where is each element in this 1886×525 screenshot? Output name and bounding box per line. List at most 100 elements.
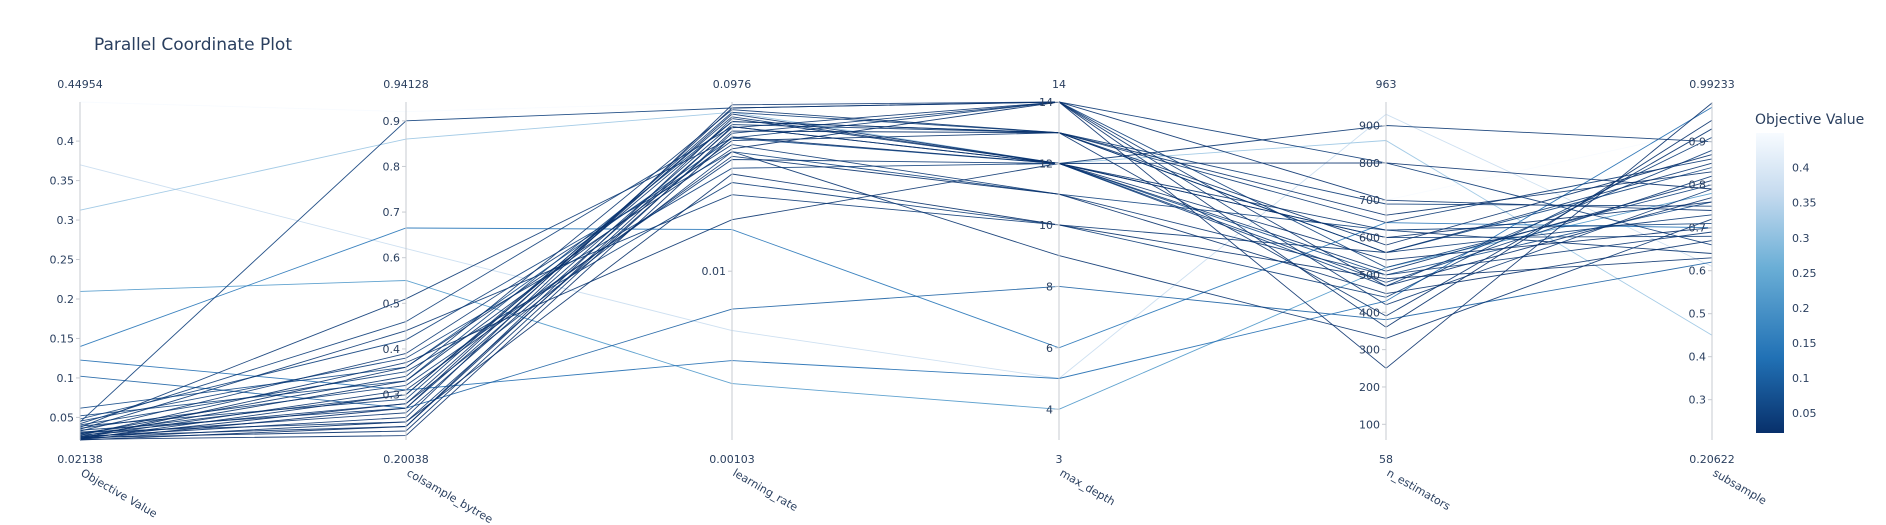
- tick-label: 200: [1359, 381, 1380, 394]
- range-min-label: 0.20038: [383, 453, 429, 466]
- trial-line: [79, 222, 1713, 349]
- range-max-label: 0.0976: [713, 78, 752, 91]
- axis-label: colsample_bytree: [405, 466, 496, 525]
- trial-line: [79, 124, 1713, 431]
- axis-label: subsample: [1711, 466, 1769, 507]
- tick-label: 500: [1359, 269, 1380, 282]
- range-max-label: 0.94128: [383, 78, 429, 91]
- tick-label: 0.3: [383, 389, 401, 402]
- range-max-label: 0.99233: [1689, 78, 1735, 91]
- tick-label: 10: [1039, 219, 1053, 232]
- tick-label: 12: [1039, 157, 1053, 170]
- range-min-label: 0.00103: [709, 453, 755, 466]
- trial-line: [79, 126, 1713, 441]
- tick-label: 300: [1359, 344, 1380, 357]
- trial-line: [79, 137, 1713, 409]
- tick-label: 6: [1046, 342, 1053, 355]
- tick-label: 400: [1359, 306, 1380, 319]
- range-max-label: 963: [1376, 78, 1397, 91]
- trial-line: [79, 261, 1713, 409]
- tick-label: 900: [1359, 120, 1380, 133]
- trial-line: [79, 101, 1713, 441]
- trial-line: [79, 101, 1713, 439]
- axes: 0.05 0.1 0.15 0.2 0.25 0.3 0.35 0.4 0.44954 0.021…: [50, 78, 1769, 525]
- colorbar-title: Objective Value: [1755, 112, 1864, 128]
- trial-line: [79, 173, 1713, 440]
- trial-line: [79, 136, 1713, 426]
- trial-line: [79, 130, 1713, 439]
- tick-label: 0.5: [383, 297, 401, 310]
- trial-line: [79, 101, 1713, 433]
- tick-label: 0.4: [1689, 351, 1707, 364]
- tick-label: 0.4: [57, 135, 75, 148]
- tick-label: 700: [1359, 194, 1380, 207]
- tick-label: 0.6: [383, 252, 401, 265]
- trial-line: [79, 101, 1713, 436]
- colorbar-tick-label: 0.15: [1792, 337, 1817, 350]
- tick-label: 100: [1359, 418, 1380, 431]
- tick-label: 8: [1046, 280, 1053, 293]
- trial-line: [79, 136, 1713, 440]
- tick-label: 0.35: [50, 175, 75, 188]
- trial-line: [79, 155, 1713, 438]
- colorbar-tick-label: 0.05: [1792, 407, 1817, 420]
- tick-label: 4: [1046, 403, 1053, 416]
- tick-label: 0.6: [1689, 265, 1707, 278]
- trial-line: [79, 116, 1713, 434]
- trial-line: [79, 151, 1713, 434]
- chart-title: Parallel Coordinate Plot: [94, 35, 292, 55]
- trial-line: [79, 194, 1713, 430]
- range-min-label: 3: [1056, 453, 1063, 466]
- trial-line: [79, 101, 1713, 428]
- trial-line: [79, 111, 1713, 427]
- trial-line: [79, 149, 1713, 422]
- tick-label: 14: [1039, 96, 1053, 109]
- tick-label: 0.9: [383, 115, 401, 128]
- trial-line: [79, 101, 1713, 201]
- axis-label: Objective Value: [79, 466, 160, 520]
- tick-label: 0.7: [383, 206, 401, 219]
- tick-label: 0.25: [50, 254, 75, 267]
- tick-label: 0.2: [57, 293, 75, 306]
- tick-label: 0.8: [383, 160, 401, 173]
- axis-label: learning_rate: [731, 466, 801, 514]
- range-min-label: 0.20622: [1689, 453, 1735, 466]
- colorbar-tick-label: 0.25: [1792, 267, 1817, 280]
- range-max-label: 14: [1052, 78, 1066, 91]
- tick-label: 0.7: [1689, 222, 1707, 235]
- axis-objective-value[interactable]: 0.05 0.1 0.15 0.2 0.25 0.3 0.35 0.4 0.44954 0.021…: [50, 78, 160, 521]
- trial-line: [79, 121, 1713, 440]
- trial-line: [79, 113, 1713, 379]
- tick-label: 800: [1359, 157, 1380, 170]
- tick-label: 600: [1359, 232, 1380, 245]
- trial-lines: [79, 101, 1713, 441]
- axis-n-estimators[interactable]: 100 200 300 400 500 600 700 800 900 963 58n_estima…: [1359, 78, 1453, 513]
- tick-label: 0.3: [57, 214, 75, 227]
- trial-line: [79, 118, 1713, 437]
- tick-label: 0.4: [383, 343, 401, 356]
- range-min-label: 58: [1379, 453, 1393, 466]
- trial-line: [79, 163, 1713, 436]
- range-min-label: 0.02138: [57, 453, 103, 466]
- tick-label: 0.1: [57, 372, 75, 385]
- tick-label: 0.01: [702, 265, 727, 278]
- axis-label: max_depth: [1058, 466, 1118, 508]
- tick-label: 0.3: [1689, 394, 1707, 407]
- trial-line: [79, 144, 1713, 432]
- colorbar-tick-label: 0.35: [1792, 197, 1817, 210]
- tick-label: 0.8: [1689, 179, 1707, 192]
- colorbar-tick-label: 0.2: [1792, 302, 1810, 315]
- colorbar-tick-label: 0.4: [1792, 162, 1810, 175]
- tick-label: 0.15: [50, 332, 75, 345]
- tick-label: 0.5: [1689, 308, 1707, 321]
- tick-label: 0.9: [1689, 136, 1707, 149]
- axis-label: n_estimators: [1385, 466, 1453, 513]
- trial-line: [79, 159, 1713, 429]
- range-max-label: 0.44954: [57, 78, 103, 91]
- trial-line: [79, 111, 1713, 336]
- trial-line: [79, 113, 1713, 439]
- colorbar: Objective Value 0.05 0.1 0.15 0.2 0.25 0.3 0.3…: [1755, 112, 1864, 433]
- trial-line: [79, 151, 1713, 420]
